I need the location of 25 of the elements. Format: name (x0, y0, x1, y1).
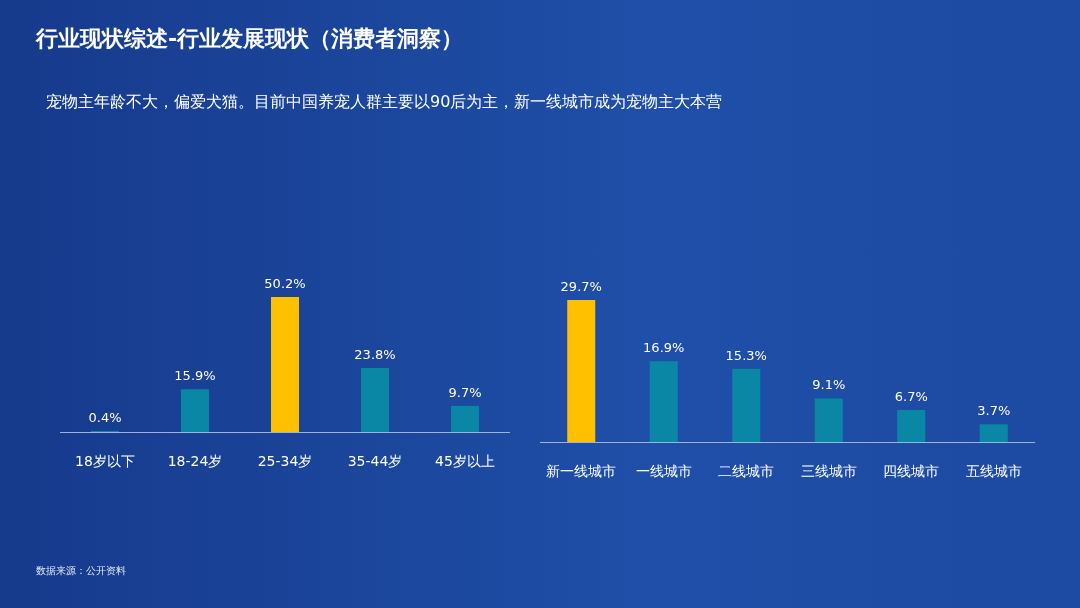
data-label: 50.2% (264, 276, 306, 291)
data-label: 29.7% (560, 279, 602, 294)
x-tick-label: 18-24岁 (167, 453, 223, 469)
data-label: 23.8% (354, 347, 396, 362)
x-tick-label: 45岁以上 (435, 453, 495, 469)
x-tick-label: 三线城市 (800, 463, 857, 479)
x-tick-label: 一线城市 (635, 463, 692, 479)
x-tick-label: 35-44岁 (347, 453, 403, 469)
x-tick-label: 新一线城市 (546, 463, 617, 479)
x-tick-label: 五线城市 (965, 463, 1022, 479)
data-label: 3.7% (977, 403, 1011, 419)
x-tick-label: 25-34岁 (257, 453, 313, 469)
chart-subtitle: 宠物主年龄不大，偏爱犬猫。目前中国养宠人群主要以90后为主，新一线城市成为宠物主大本营 (46, 92, 723, 111)
data-label: 9.7% (448, 384, 482, 400)
data-label: 16.9% (643, 340, 685, 356)
data-label: 6.7% (894, 388, 928, 404)
x-tick-label: 二线城市 (718, 463, 775, 479)
data-label: 9.1% (812, 377, 846, 393)
x-tick-label: 18岁以下 (75, 453, 135, 469)
source-note: 数据来源：公开资料 (36, 565, 126, 576)
data-label: 15.3% (725, 347, 767, 363)
data-label: 0.4% (88, 409, 122, 425)
data-label: 15.9% (174, 368, 216, 384)
chart-title: 行业现状综述-行业发展现状（消费者洞察） (35, 26, 464, 51)
x-tick-label: 四线城市 (883, 463, 940, 479)
